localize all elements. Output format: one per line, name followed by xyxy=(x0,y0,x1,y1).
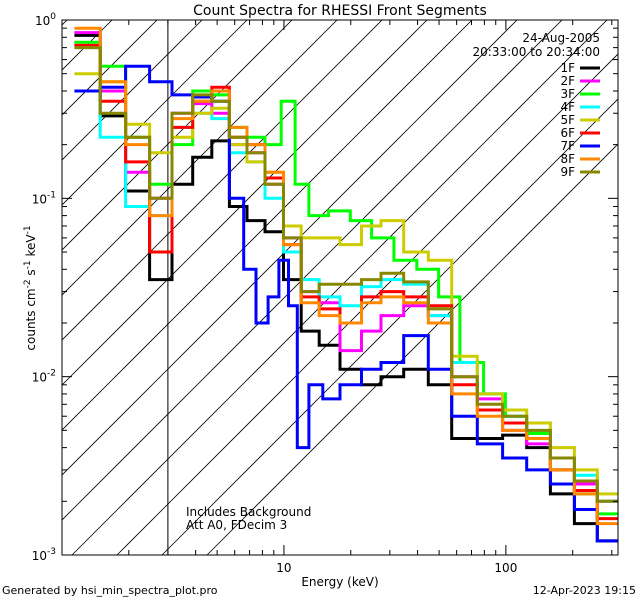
y-tick-label: 10-3 xyxy=(32,547,56,563)
series-line-6f xyxy=(74,43,618,521)
legend-label-5f: 5F xyxy=(560,113,575,127)
series-line-9f xyxy=(74,46,618,503)
hatch-line xyxy=(62,20,383,341)
legend-label-8f: 8F xyxy=(560,152,575,166)
excluded-energy-region xyxy=(0,0,618,555)
y-axis: 100 10-1 10-2 10-3 xyxy=(32,12,618,563)
legend-label-3f: 3F xyxy=(560,87,575,101)
series-line-8f xyxy=(74,26,618,526)
hatch-line xyxy=(62,20,473,431)
hatch-line xyxy=(62,20,68,26)
legend-label-2f: 2F xyxy=(560,74,575,88)
hatch-line xyxy=(62,20,428,386)
hatch-line xyxy=(71,20,608,555)
hatch-line xyxy=(62,20,518,476)
y-axis-label: counts cm-2 s-1 keV-1 xyxy=(23,225,38,350)
hatch-line xyxy=(161,98,618,555)
plot-frame xyxy=(61,19,619,556)
observation-date: 24-Aug-2005 xyxy=(522,31,600,45)
annotation-attenuator: Att A0, FDecim 3 xyxy=(186,518,287,532)
annotation-background: Includes Background xyxy=(186,505,311,519)
timestamp-footer: 12-Apr-2023 19:15 xyxy=(533,584,636,597)
chart-title: Count Spectra for RHESSI Front Segments xyxy=(193,3,487,19)
series-line-7f xyxy=(74,64,618,543)
x-tick-label: 100 xyxy=(494,561,517,575)
series-group xyxy=(74,26,618,543)
hatch-line xyxy=(0,0,2,555)
observation-time-range: 20:33:00 to 20:34:00 xyxy=(473,45,600,59)
legend-label-7f: 7F xyxy=(560,139,575,153)
x-tick-label: 10 xyxy=(276,561,291,575)
legend-label-9f: 9F xyxy=(560,165,575,179)
hatch-line xyxy=(62,20,338,296)
y-tick-label: 10-2 xyxy=(32,369,56,385)
hatch-line xyxy=(62,20,563,521)
y-tick-label: 100 xyxy=(35,12,56,28)
legend-label-6f: 6F xyxy=(560,126,575,140)
hatch-line xyxy=(62,20,158,116)
legend-label-4f: 4F xyxy=(560,100,575,114)
hatch-line xyxy=(206,143,618,555)
generated-by-footer: Generated by hsi_min_spectra_plot.pro xyxy=(2,584,218,597)
x-axis-label: Energy (keV) xyxy=(301,575,378,589)
y-tick-label: 10-1 xyxy=(32,190,56,206)
x-axis: 10 100 xyxy=(61,20,613,575)
hatch-line xyxy=(116,53,618,555)
legend-label-1f: 1F xyxy=(560,61,575,75)
hatch-line xyxy=(62,20,203,161)
hatch-line xyxy=(62,20,248,206)
